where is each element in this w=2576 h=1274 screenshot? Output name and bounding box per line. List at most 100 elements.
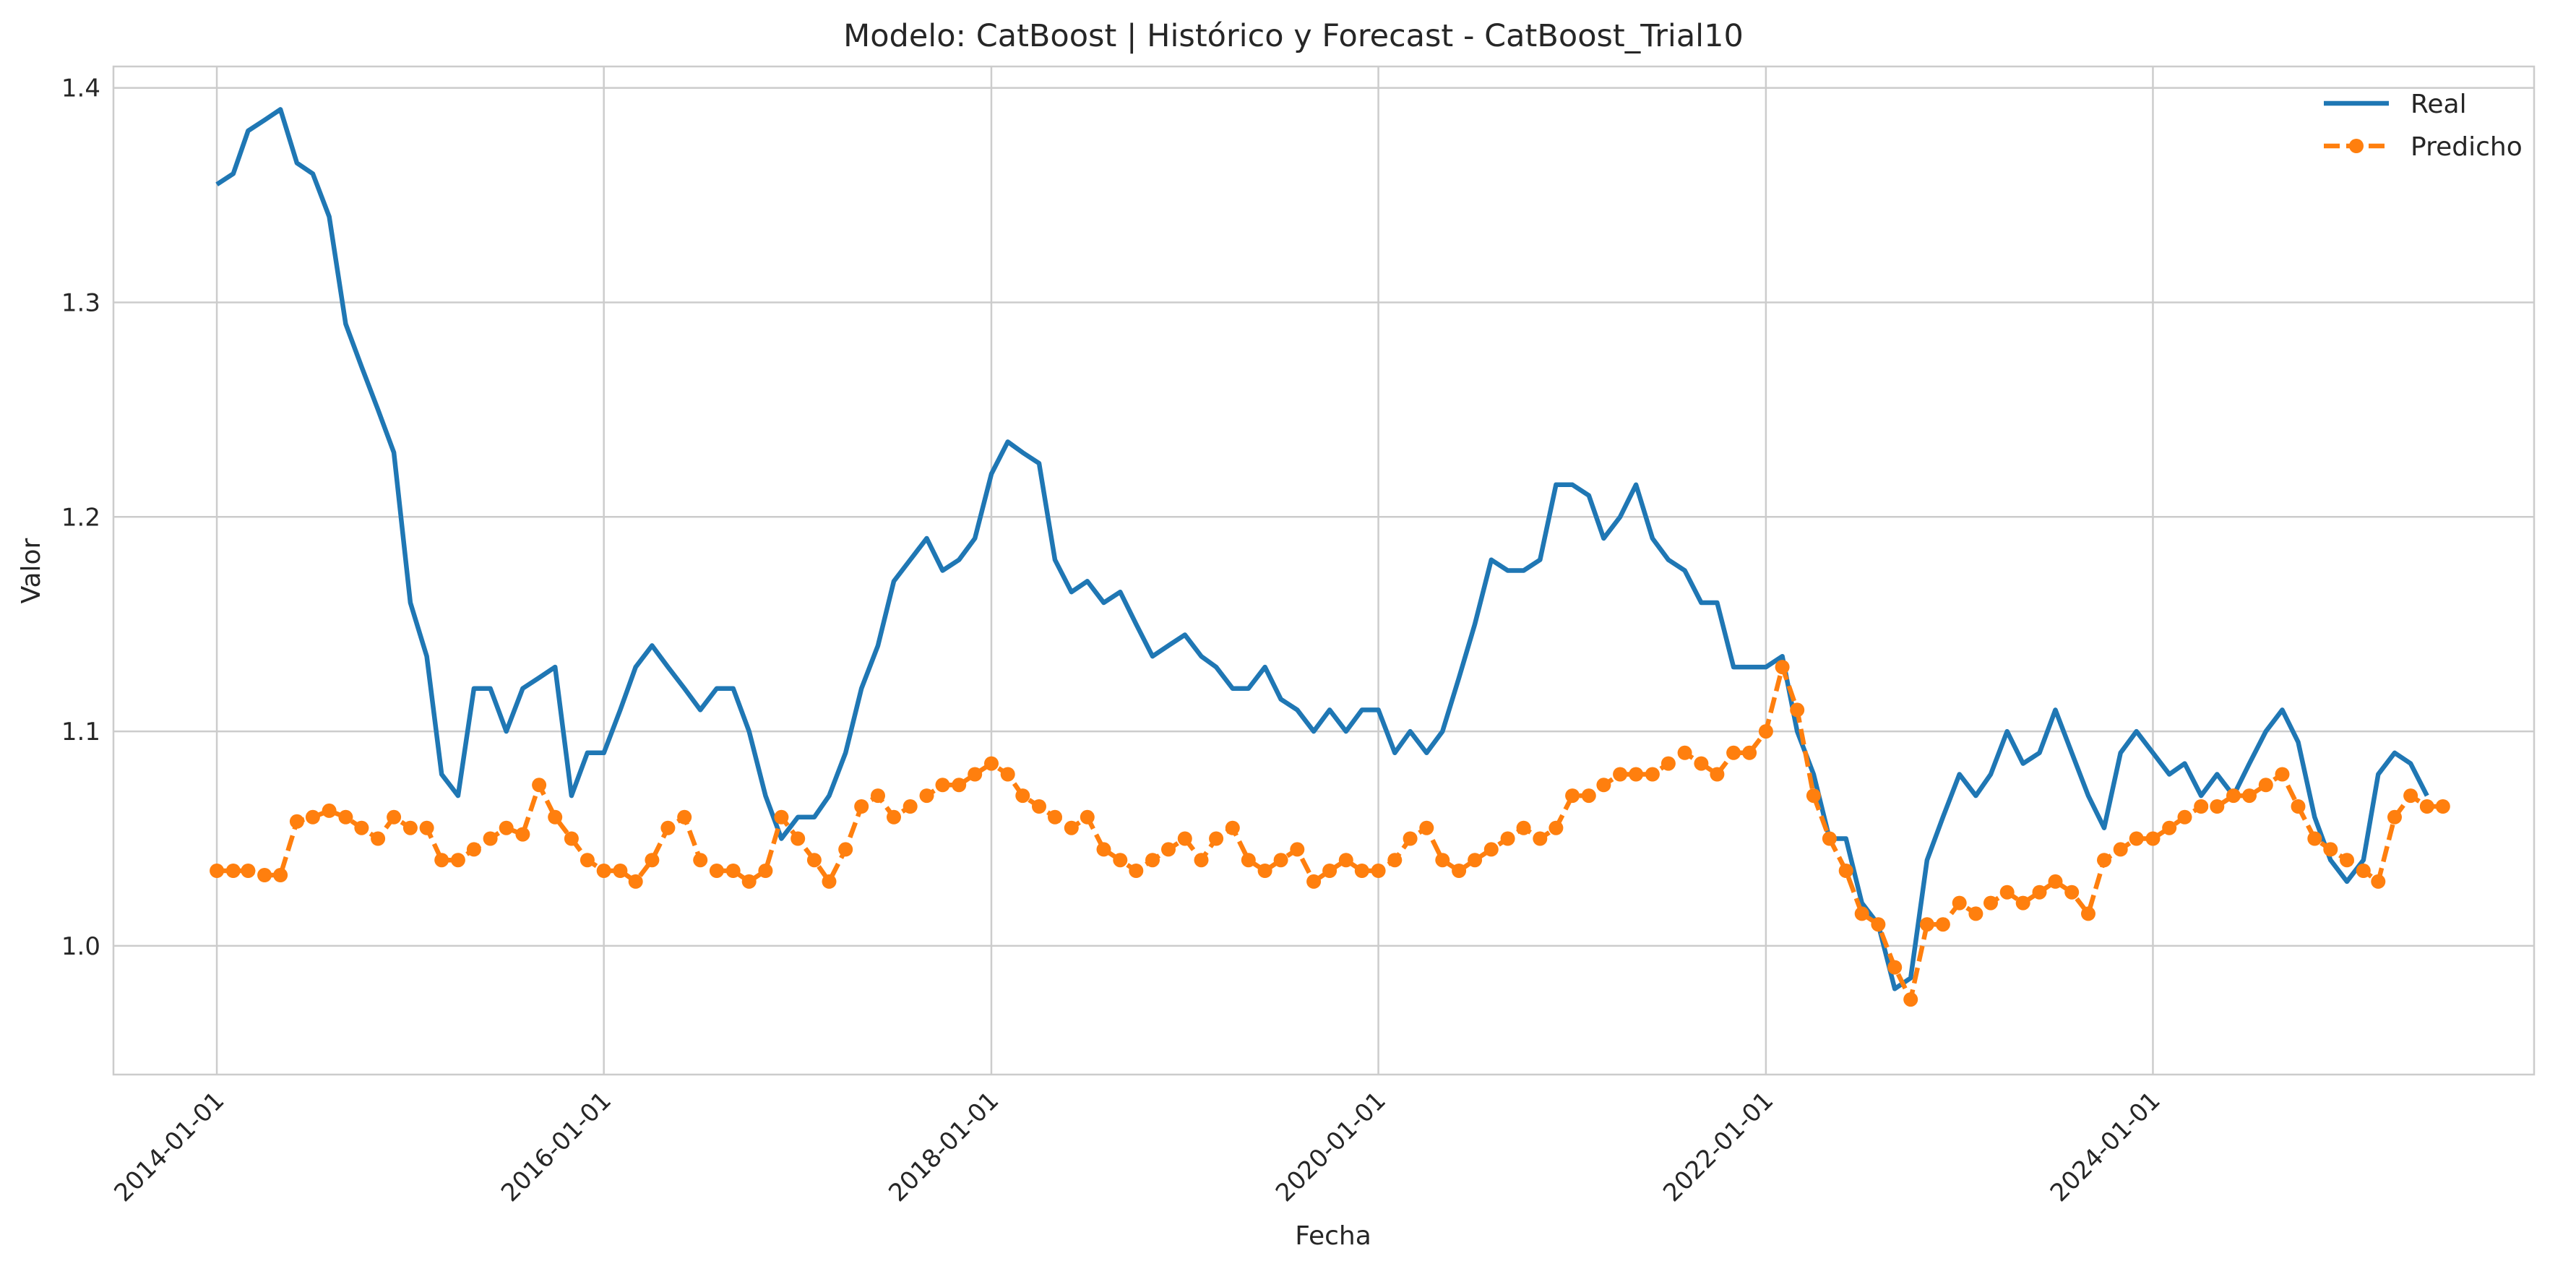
data-point-predicho — [1694, 756, 1709, 771]
data-point-predicho — [1500, 831, 1515, 846]
data-point-predicho — [1935, 917, 1950, 932]
data-point-predicho — [677, 809, 692, 825]
data-point-predicho — [1854, 906, 1869, 921]
data-point-predicho — [257, 868, 272, 882]
data-point-predicho — [660, 820, 676, 835]
data-point-predicho — [2275, 767, 2290, 782]
data-point-predicho — [2291, 799, 2306, 814]
data-point-predicho — [1177, 831, 1192, 846]
data-point-predicho — [2064, 885, 2080, 900]
x-axis-label: Fecha — [1295, 1221, 1371, 1251]
data-point-predicho — [225, 864, 241, 878]
data-point-predicho — [1710, 767, 1725, 782]
data-point-predicho — [1596, 778, 1611, 793]
data-point-predicho — [2419, 799, 2434, 814]
data-point-predicho — [693, 853, 708, 868]
data-point-predicho — [903, 799, 918, 814]
data-point-predicho — [354, 820, 369, 835]
data-point-predicho — [2081, 906, 2095, 921]
series-real — [215, 107, 2429, 991]
data-point-predicho — [1080, 809, 1095, 825]
data-point-predicho — [580, 853, 595, 868]
data-point-predicho — [2145, 831, 2161, 846]
data-point-predicho — [1161, 842, 1176, 857]
data-point-predicho — [1968, 906, 1983, 921]
data-point-predicho — [2387, 809, 2402, 825]
data-point-predicho — [709, 864, 724, 878]
data-point-predicho — [2340, 853, 2354, 868]
data-point-predicho — [2048, 874, 2063, 889]
gridlines — [113, 66, 2534, 1075]
data-point-predicho — [515, 827, 530, 842]
data-point-predicho — [1354, 864, 1369, 878]
data-point-predicho — [1032, 799, 1046, 814]
y-axis-label: Valor — [17, 538, 46, 603]
legend-marker-predicho — [2349, 139, 2364, 153]
data-point-predicho — [466, 842, 481, 857]
data-point-predicho — [1919, 917, 1934, 932]
data-point-predicho — [838, 842, 853, 857]
data-point-predicho — [532, 778, 547, 793]
y-tick-label: 1.2 — [61, 503, 100, 532]
data-point-predicho — [483, 831, 498, 846]
data-point-predicho — [2356, 864, 2371, 878]
data-point-predicho — [2403, 788, 2418, 804]
y-axis-ticks: 1.0 1.1 1.2 1.3 1.4 — [61, 74, 100, 961]
data-point-predicho — [1048, 809, 1062, 825]
data-point-predicho — [725, 864, 741, 878]
data-point-predicho — [645, 853, 660, 868]
data-point-predicho — [1613, 767, 1628, 782]
data-point-predicho — [2258, 778, 2273, 793]
data-point-predicho — [774, 809, 789, 825]
plot-area — [112, 65, 2536, 1076]
data-point-predicho — [434, 853, 449, 868]
data-point-predicho — [1758, 724, 1773, 739]
data-point-predicho — [1209, 831, 1224, 846]
data-point-predicho — [1742, 745, 1757, 760]
plot-background — [113, 66, 2534, 1075]
data-point-predicho — [1677, 745, 1692, 760]
data-point-predicho — [1194, 853, 1209, 868]
data-point-predicho — [2210, 799, 2225, 814]
data-point-predicho — [564, 831, 579, 846]
data-point-predicho — [791, 831, 806, 846]
data-point-predicho — [1435, 853, 1450, 868]
data-point-predicho — [1726, 745, 1741, 760]
data-point-predicho — [887, 809, 901, 825]
data-point-predicho — [2129, 831, 2144, 846]
data-point-predicho — [1660, 756, 1676, 771]
data-point-predicho — [387, 809, 402, 825]
data-point-predicho — [2371, 874, 2386, 889]
data-point-predicho — [854, 799, 869, 814]
data-point-predicho — [305, 809, 320, 825]
data-point-predicho — [1273, 853, 1288, 868]
data-point-predicho — [1581, 788, 1596, 804]
data-point-predicho — [1257, 864, 1272, 878]
data-point-predicho — [628, 874, 643, 889]
legend: Real Predicho — [2324, 90, 2523, 162]
data-point-predicho — [241, 864, 256, 878]
data-point-predicho — [2113, 842, 2128, 857]
data-point-predicho — [1290, 842, 1305, 857]
data-point-predicho — [596, 864, 611, 878]
data-point-predicho — [1322, 864, 1337, 878]
legend-label-real: Real — [2411, 90, 2467, 119]
y-tick-label: 1.1 — [61, 718, 100, 746]
data-point-predicho — [1999, 885, 2015, 900]
data-point-predicho — [1903, 992, 1918, 1007]
data-point-predicho — [2015, 895, 2030, 911]
data-point-predicho — [499, 820, 514, 835]
data-point-predicho — [2242, 788, 2257, 804]
data-point-predicho — [402, 820, 418, 835]
data-point-predicho — [1983, 895, 1998, 911]
data-point-predicho — [2307, 831, 2322, 846]
data-point-predicho — [919, 788, 934, 804]
data-point-predicho — [371, 831, 386, 846]
y-tick-label: 1.4 — [61, 74, 100, 103]
data-point-predicho — [758, 864, 773, 878]
data-point-predicho — [822, 874, 837, 889]
data-point-predicho — [984, 756, 999, 771]
data-point-predicho — [1225, 820, 1240, 835]
data-point-predicho — [2226, 788, 2241, 804]
